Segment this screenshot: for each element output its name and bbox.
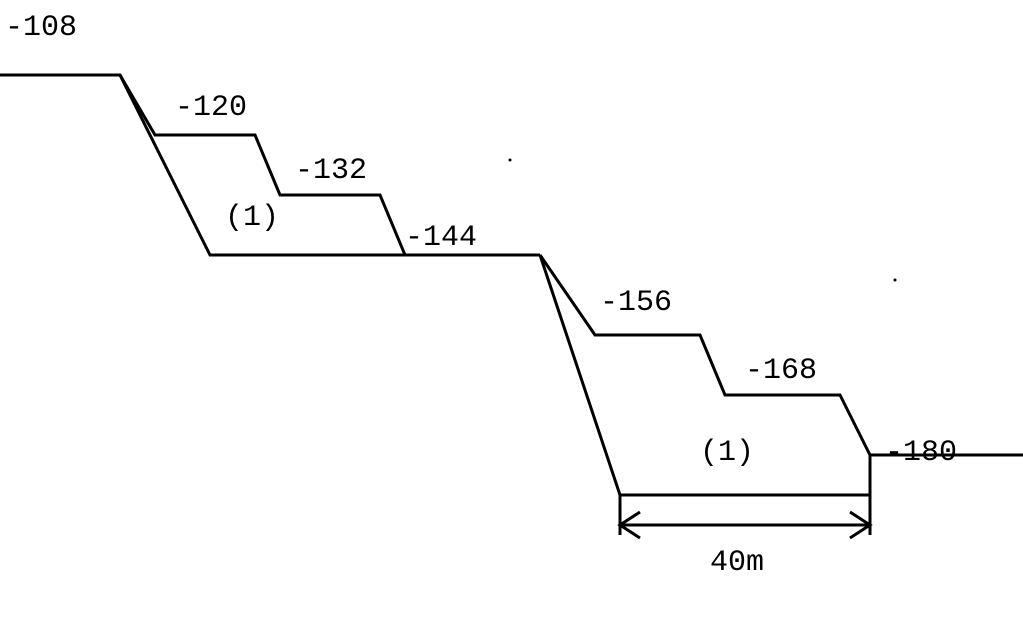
region-label-1a: (1) <box>225 201 279 235</box>
label-132: -132 <box>295 154 367 188</box>
artifact-dot <box>894 279 897 282</box>
label-156: -156 <box>600 286 672 320</box>
artifact-dot <box>509 159 512 162</box>
scale-bar <box>620 495 870 538</box>
scale-label: 40m <box>710 546 764 580</box>
label-144: -144 <box>405 221 477 255</box>
step-profile-diagram: -108 -120 -132 -144 -156 -168 -180 (1) (… <box>0 0 1023 629</box>
label-168: -168 <box>745 354 817 388</box>
region-label-1b: (1) <box>700 436 754 470</box>
label-108: -108 <box>5 11 77 45</box>
label-120: -120 <box>175 91 247 125</box>
label-180: -180 <box>885 436 957 470</box>
